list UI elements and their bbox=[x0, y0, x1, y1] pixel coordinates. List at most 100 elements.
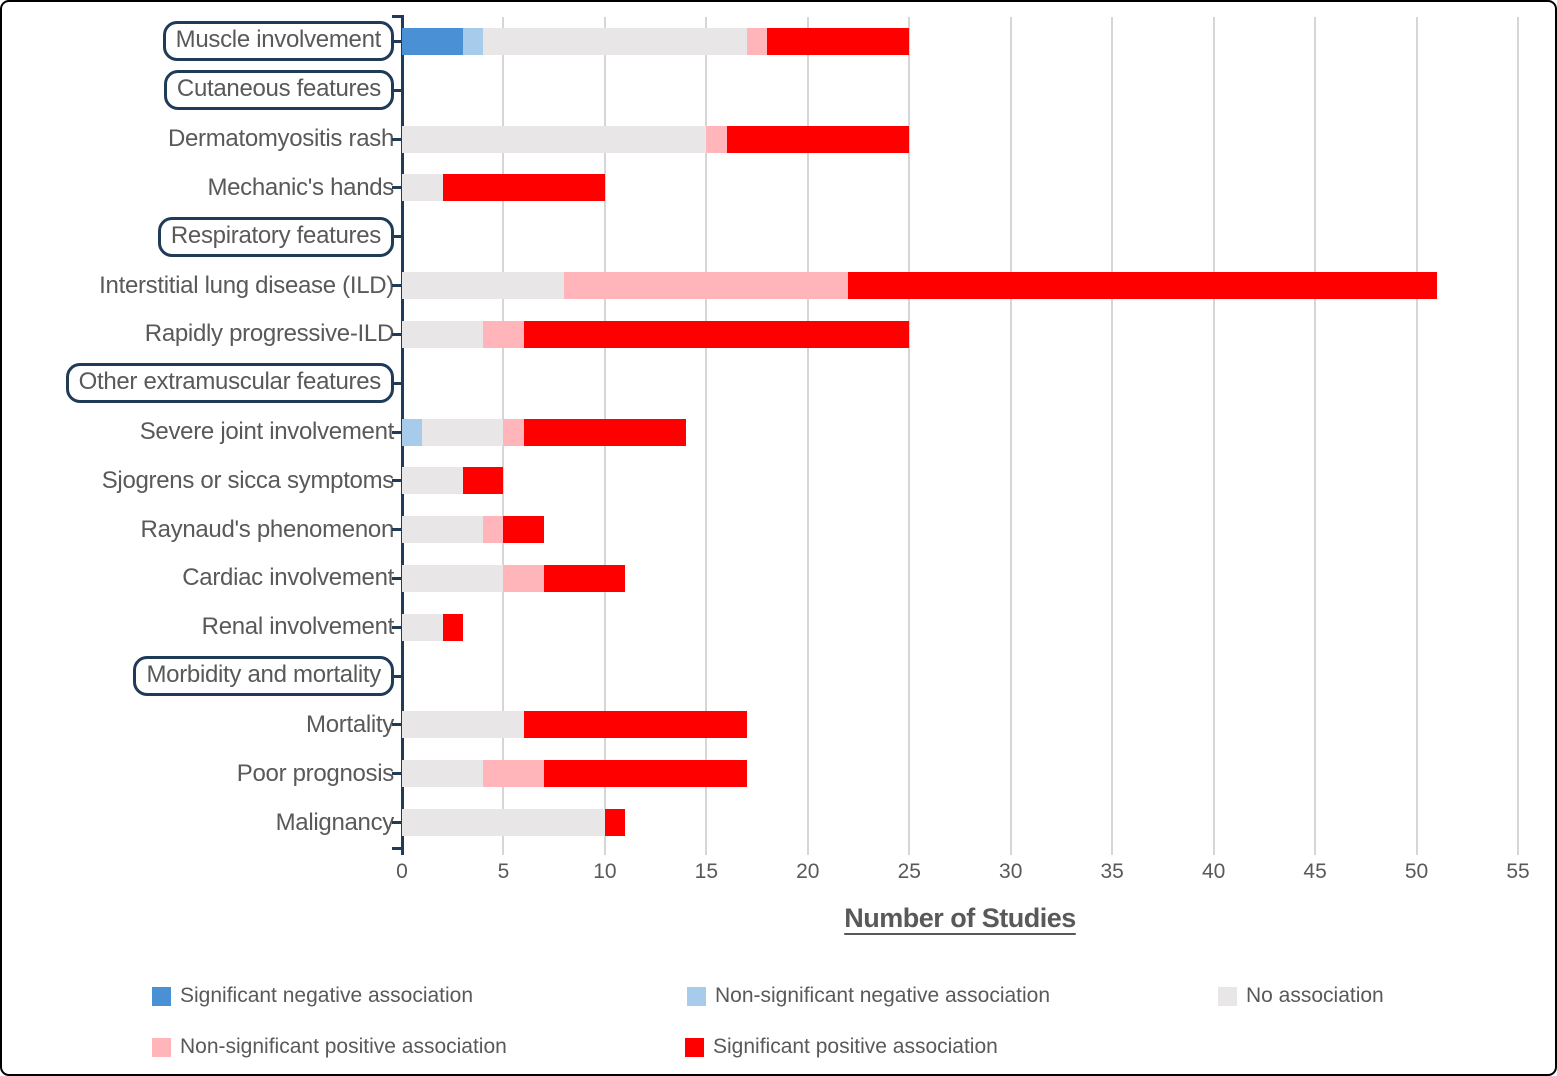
bar-segment-nonsig_neg bbox=[462, 27, 484, 55]
category-group-box: Morbidity and mortality bbox=[133, 656, 394, 697]
category-label: Poor prognosis bbox=[236, 759, 395, 787]
plot-area bbox=[392, 15, 1519, 855]
legend-item: Non-significant negative association bbox=[687, 984, 1050, 1008]
axis-tick bbox=[392, 479, 401, 483]
category-group-box: Cutaneous features bbox=[163, 70, 394, 111]
bar-segment-nonsig_pos bbox=[746, 27, 768, 55]
bar-segment-nonsig_pos bbox=[483, 760, 545, 788]
axis-tick bbox=[392, 381, 401, 385]
bar-segment-nonsig_pos bbox=[503, 564, 545, 592]
x-tick-label: 20 bbox=[796, 860, 820, 883]
category-group-box: Muscle involvement bbox=[162, 21, 394, 62]
category-label: Mechanic's hands bbox=[207, 173, 394, 201]
bar-segment-no_assoc bbox=[402, 320, 484, 348]
legend-item: No association bbox=[1218, 984, 1384, 1008]
legend-label: Non-significant negative association bbox=[715, 984, 1051, 1007]
x-tick-label: 15 bbox=[694, 860, 719, 883]
axis-tick bbox=[392, 625, 401, 629]
bar-segment-sig_pos bbox=[544, 760, 747, 788]
legend-label: Significant negative association bbox=[180, 984, 474, 1007]
bar-segment-sig_pos bbox=[462, 467, 504, 495]
bar-segment-no_assoc bbox=[402, 809, 605, 837]
x-axis-title: Number of Studies bbox=[844, 903, 1076, 933]
bar-segment-sig_pos bbox=[523, 320, 910, 348]
bar-segment-sig_pos bbox=[767, 27, 910, 55]
gridline bbox=[1212, 17, 1215, 855]
x-tick-label: 25 bbox=[897, 860, 921, 883]
bar-segment-no_assoc bbox=[422, 418, 504, 446]
bar-segment-no_assoc bbox=[402, 125, 707, 153]
bar-segment-no_assoc bbox=[402, 613, 443, 641]
category-label-group: Cutaneous features bbox=[8, 66, 394, 115]
x-tick-label: 5 bbox=[497, 860, 510, 883]
legend-item: Non-significant positive association bbox=[152, 1035, 507, 1059]
gridline bbox=[1517, 17, 1519, 855]
category-label-group: Morbidity and mortality bbox=[8, 652, 394, 701]
bar-segment-nonsig_pos bbox=[564, 272, 849, 300]
bar-segment-sig_pos bbox=[848, 272, 1437, 300]
bar-segment-sig_pos bbox=[604, 809, 626, 837]
legend-label: Non-significant positive association bbox=[180, 1035, 507, 1058]
category-label: Interstitial lung disease (ILD) bbox=[99, 271, 394, 299]
x-tick-label: 30 bbox=[999, 860, 1023, 883]
axis-tick bbox=[392, 674, 401, 678]
gridline bbox=[705, 17, 708, 855]
legend-swatch-sig_neg bbox=[152, 986, 171, 1006]
category-group-box: Respiratory features bbox=[157, 216, 394, 257]
bar-segment-sig_pos bbox=[442, 174, 605, 202]
legend-label: Significant positive association bbox=[713, 1035, 998, 1058]
axis-tick bbox=[392, 39, 401, 43]
x-tick-label: 40 bbox=[1201, 860, 1226, 883]
bar-segment-sig_neg bbox=[402, 27, 463, 55]
x-tick-label: 45 bbox=[1303, 860, 1327, 883]
category-label: Sjogrens or sicca symptoms bbox=[101, 466, 395, 494]
bar-segment-sig_pos bbox=[544, 564, 626, 592]
bar-segment-sig_pos bbox=[503, 516, 545, 544]
axis-tick bbox=[392, 430, 401, 434]
axis-tick bbox=[392, 137, 401, 141]
bar-segment-sig_pos bbox=[523, 711, 747, 739]
axis-tick bbox=[392, 284, 401, 288]
gridline bbox=[1415, 17, 1418, 855]
axis-tick bbox=[392, 528, 401, 532]
category-label: Malignancy bbox=[275, 808, 395, 836]
x-tick-label: 0 bbox=[396, 860, 408, 883]
category-group-box: Other extramuscular features bbox=[65, 363, 394, 404]
axis-tick bbox=[392, 235, 401, 239]
x-tick-label: 55 bbox=[1506, 860, 1530, 883]
bar-segment-no_assoc bbox=[402, 760, 484, 788]
bar-segment-no_assoc bbox=[402, 711, 524, 739]
bar-segment-nonsig_pos bbox=[483, 320, 524, 348]
category-label: Rapidly progressive-ILD bbox=[144, 320, 395, 348]
x-tick-label: 50 bbox=[1404, 860, 1429, 883]
x-tick-label: 35 bbox=[1100, 860, 1124, 883]
legend-item: Significant positive association bbox=[685, 1035, 998, 1059]
x-tick-label: 10 bbox=[593, 860, 617, 883]
bar-segment-sig_pos bbox=[442, 613, 463, 641]
category-label: Dermatomyositis rash bbox=[167, 125, 394, 153]
bar-segment-no_assoc bbox=[483, 27, 747, 55]
category-label: Renal involvement bbox=[201, 613, 395, 641]
gridline bbox=[1314, 17, 1317, 855]
bar-segment-nonsig_pos bbox=[706, 125, 727, 153]
legend-swatch-no_assoc bbox=[1218, 986, 1237, 1006]
bar-segment-sig_pos bbox=[523, 418, 687, 446]
legend-swatch-nonsig_neg bbox=[687, 986, 706, 1006]
bar-segment-no_assoc bbox=[402, 174, 443, 202]
axis-tick bbox=[392, 576, 401, 580]
bar-segment-nonsig_pos bbox=[503, 418, 524, 446]
axis-tick bbox=[392, 15, 401, 18]
legend-swatch-sig_pos bbox=[685, 1037, 704, 1057]
axis-tick bbox=[392, 723, 401, 727]
category-label: Mortality bbox=[306, 710, 394, 738]
category-label-group: Muscle involvement bbox=[8, 17, 394, 66]
axis-tick bbox=[392, 772, 401, 776]
bar-segment-nonsig_pos bbox=[483, 516, 504, 544]
gridline bbox=[1009, 17, 1012, 855]
gridline bbox=[1111, 17, 1114, 855]
legend-item: Significant negative association bbox=[152, 984, 473, 1008]
category-label: Severe joint involvement bbox=[139, 417, 395, 445]
axis-tick bbox=[392, 821, 401, 825]
gridline bbox=[806, 17, 809, 855]
